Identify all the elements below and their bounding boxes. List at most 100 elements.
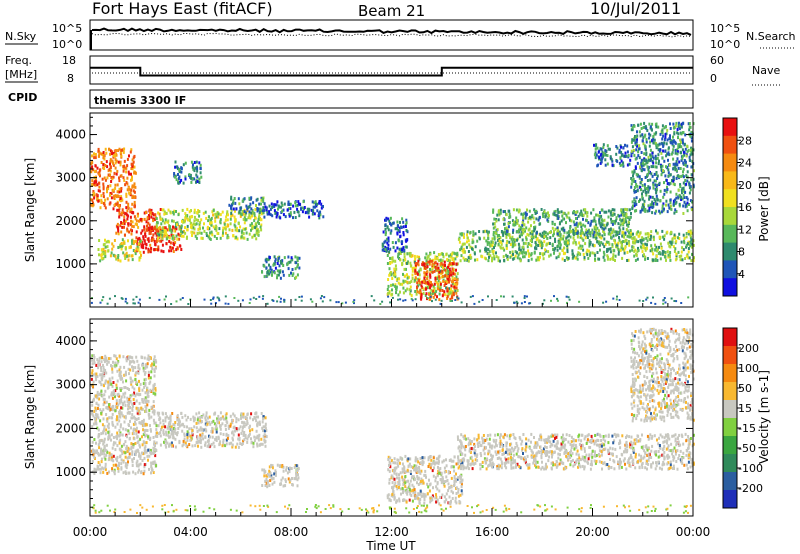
echo-cell [151,468,154,472]
echo-cell [619,218,622,222]
echo-cell [260,202,262,206]
echo-cell [132,422,135,426]
echo-cell [119,388,122,392]
echo-cell [100,460,103,464]
echo-cell [664,174,667,178]
echo-cell [406,287,409,291]
echo-cell [264,205,267,209]
echo-cell [672,135,674,139]
echo-cell [414,276,417,280]
echo-cell [277,256,280,260]
echo-cell [424,262,427,266]
echo-cell [344,301,347,304]
echo-cell [170,303,173,305]
echo-cell [528,243,531,246]
echo-cell [645,187,648,190]
echo-cell [514,238,517,242]
echo-cell [118,354,121,358]
echo-cell [663,181,665,185]
echo-cell [682,212,685,215]
echo-cell [172,212,175,216]
echo-cell [433,287,436,290]
echo-cell [144,231,147,235]
echo-cell [659,242,662,246]
echo-cell [143,465,146,469]
echo-cell [620,154,623,158]
echo-cell [93,438,96,441]
echo-cell [649,205,652,209]
echo-cell [106,362,109,366]
echo-cell [386,225,389,229]
echo-cell [144,234,147,238]
echo-cell [591,251,594,255]
echo-cell [187,218,189,222]
echo-cell [557,229,560,232]
echo-cell [505,242,508,246]
echo-cell [519,227,522,231]
echo-cell [120,195,123,199]
echo-cell [504,210,506,213]
echo-cell [518,224,521,228]
echo-cell [598,221,601,225]
echo-cell [120,213,123,217]
echo-cell [678,175,681,179]
echo-cell [453,262,456,266]
echo-cell [587,231,589,235]
echo-cell [123,395,126,399]
echo-cell [494,241,497,245]
echo-cell [675,176,678,180]
echo-cell [672,122,675,126]
echo-cell [142,363,145,367]
echo-cell [602,229,605,233]
echo-cell [116,169,119,173]
echo-cell [104,465,107,469]
echo-cell [145,220,148,224]
echo-cell [512,252,514,256]
echo-cell [192,163,194,167]
echo-cell [625,242,628,246]
echo-cell [623,235,626,239]
echo-cell [665,199,668,203]
echo-cell [149,243,152,247]
echo-cell [302,200,305,204]
echo-cell [235,235,238,239]
echo-cell [452,260,455,264]
echo-cell [651,247,654,251]
echo-cell [174,225,177,229]
echo-cell [553,229,555,233]
echo-cell [142,243,144,247]
echo-cell [129,368,132,372]
echo-cell [118,187,121,191]
echo-cell [152,213,155,217]
echo-cell [406,238,409,242]
echo-cell [655,229,657,233]
y-tick-label: 4000 [55,128,86,142]
echo-cell [618,161,621,165]
echo-cell [558,210,561,214]
echo-cell [577,246,580,250]
echo-cell [209,299,212,301]
echo-cell [548,254,551,258]
echo-cell [405,239,408,243]
echo-cell [169,228,171,232]
echo-cell [429,295,432,298]
echo-cell [184,161,187,165]
echo-cell [135,449,138,453]
echo-cell [212,225,215,229]
echo-cell [574,256,577,260]
echo-cell [682,167,685,171]
echo-cell [136,242,139,246]
echo-cell [495,251,497,255]
echo-cell [445,286,448,290]
echo-cell [140,406,143,410]
echo-cell [102,408,105,412]
echo-cell [104,389,107,393]
echo-cell [138,387,141,391]
echo-cell [689,235,692,239]
echo-cell [281,209,284,213]
echo-cell [439,271,442,275]
echo-cell [195,222,198,226]
echo-cell [122,427,125,431]
echo-cell [154,242,157,246]
echo-cell [647,190,650,194]
